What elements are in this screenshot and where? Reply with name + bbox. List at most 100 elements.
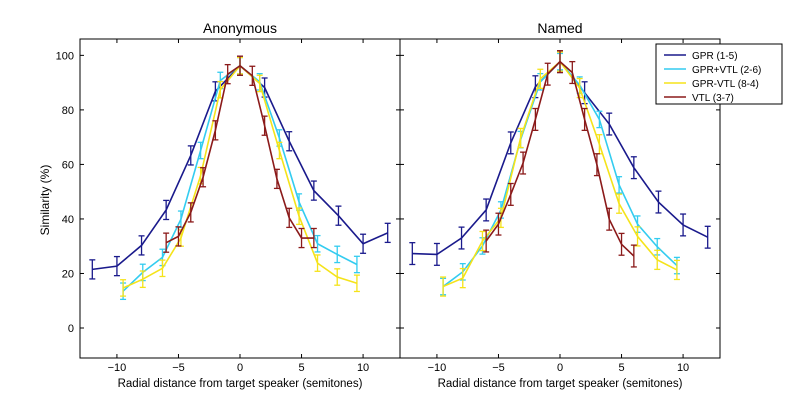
series-line: [165, 64, 314, 244]
y-tick-label: 100: [56, 50, 74, 62]
error-bar: [237, 55, 243, 76]
error-bar: [335, 205, 342, 226]
error-bar: [187, 145, 194, 166]
error-bar: [557, 50, 563, 74]
error-bar: [273, 168, 280, 190]
error-bar: [163, 232, 170, 253]
series-0: [89, 55, 391, 280]
error-bar: [495, 212, 502, 236]
error-bar: [256, 74, 263, 93]
error-bar: [630, 156, 637, 180]
x-tick-label: −10: [428, 362, 447, 374]
error-bar: [616, 176, 623, 194]
error-bar: [286, 207, 293, 229]
error-bar: [89, 259, 96, 280]
error-bar: [459, 267, 466, 289]
error-bar: [314, 254, 321, 272]
error-bar: [680, 213, 687, 237]
series-3: [163, 55, 317, 253]
error-bar: [409, 242, 416, 266]
error-bar: [296, 207, 303, 226]
x-tick-label: 0: [237, 362, 243, 374]
series-line: [122, 64, 358, 289]
error-bar: [673, 259, 680, 281]
error-bar: [433, 242, 440, 266]
error-bar: [630, 244, 637, 268]
error-bar: [537, 68, 544, 89]
error-bar: [163, 199, 170, 221]
error-bar: [187, 202, 194, 223]
error-bar: [616, 193, 623, 214]
y-tick-label: 40: [62, 214, 74, 226]
x-axis-label-left: Radial distance from target speaker (sem…: [118, 378, 363, 390]
x-tick-label: −10: [108, 362, 127, 374]
error-bar: [606, 207, 613, 231]
error-bar: [138, 235, 145, 256]
series-2: [120, 56, 360, 297]
error-bar: [507, 131, 514, 155]
error-bar: [298, 227, 305, 249]
legend-label: GPR (1-5): [692, 51, 738, 62]
legend-item: GPR+VTL (2-6): [664, 65, 761, 76]
error-bar: [483, 198, 490, 222]
error-bar: [139, 270, 146, 289]
error-bar: [384, 222, 391, 244]
error-bar: [212, 120, 219, 141]
error-bar: [353, 255, 360, 274]
error-bar: [249, 65, 256, 87]
error-bar: [334, 245, 341, 264]
x-tick-label: 5: [298, 362, 304, 374]
error-bar: [286, 131, 293, 152]
x-tick-label: −5: [492, 362, 505, 374]
error-bar: [520, 151, 527, 175]
error-bar: [593, 153, 600, 177]
error-bar: [704, 225, 711, 249]
error-bar: [655, 190, 662, 214]
error-bar: [596, 110, 603, 129]
error-bar: [334, 268, 341, 286]
error-bar: [618, 232, 625, 256]
error-bar: [517, 127, 524, 149]
error-bar: [507, 182, 514, 206]
error-bar: [479, 230, 486, 252]
legend-item: VTL (3-7): [664, 93, 734, 104]
panel-title-named: Named: [537, 20, 582, 36]
x-tick-label: 10: [677, 362, 689, 374]
error-bar: [175, 226, 182, 247]
legend-item: GPR-VTL (8-4): [664, 79, 759, 90]
error-bar: [353, 274, 360, 293]
legend-box: [655, 43, 783, 105]
error-bar: [159, 259, 166, 278]
x-tick-label: −5: [172, 362, 185, 374]
x-axis-label-right: Radial distance from target speaker (sem…: [438, 378, 683, 390]
error-bar: [276, 141, 283, 160]
x-tick-label: 5: [618, 362, 624, 374]
y-tick-label: 80: [62, 105, 74, 117]
error-bar: [200, 167, 207, 188]
error-bar: [544, 62, 551, 86]
error-bar: [581, 107, 588, 131]
y-tick-label: 0: [68, 323, 74, 335]
x-tick-label: 0: [557, 362, 563, 374]
axes-frame: [79, 38, 401, 359]
error-bar: [224, 63, 231, 85]
series-3: [483, 50, 637, 268]
error-bar: [569, 60, 576, 85]
error-bar: [261, 115, 268, 136]
series-1: [120, 56, 360, 301]
legend-label: GPR+VTL (2-6): [692, 65, 761, 76]
error-bar: [483, 229, 490, 253]
x-tick-label: 10: [357, 362, 369, 374]
error-bar: [654, 249, 661, 271]
series-1: [440, 52, 680, 296]
panel-1: −10 −5 0 5 10: [399, 38, 721, 374]
error-bar: [440, 276, 447, 297]
error-bar: [360, 233, 367, 254]
y-tick-label: 20: [62, 268, 74, 280]
series-line: [92, 64, 389, 271]
error-bar: [310, 227, 317, 249]
error-bar: [532, 107, 539, 131]
error-bar: [310, 180, 317, 201]
